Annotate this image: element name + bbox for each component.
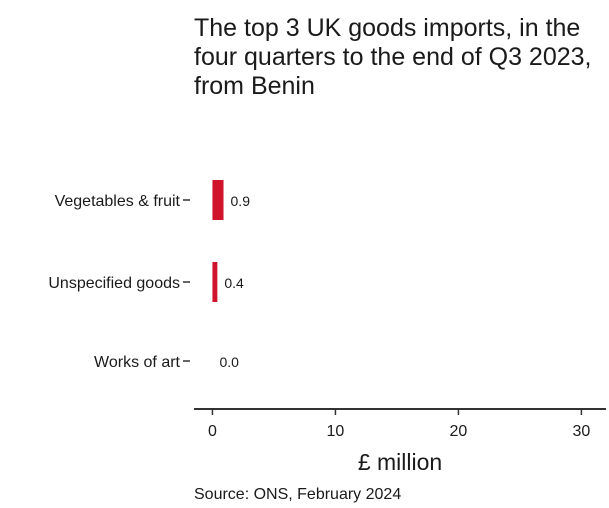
value-label: 0.9 [231, 193, 251, 209]
x-tick-label: 20 [450, 423, 468, 440]
chart-title: The top 3 UK goods imports, in the four … [194, 14, 592, 100]
category-label: Vegetables & fruit [55, 193, 181, 210]
bar [212, 180, 224, 220]
category-label: Works of art [94, 354, 181, 371]
value-label: 0.0 [219, 354, 239, 370]
x-tick-label: 30 [573, 423, 591, 440]
x-tick-label: 10 [327, 423, 345, 440]
category-label: Unspecified goods [48, 275, 180, 292]
x-tick-label: 0 [208, 423, 217, 440]
source-note: Source: ONS, February 2024 [194, 486, 402, 503]
x-axis-title: £ million [358, 449, 442, 475]
bar [212, 262, 218, 302]
value-label: 0.4 [224, 275, 244, 291]
